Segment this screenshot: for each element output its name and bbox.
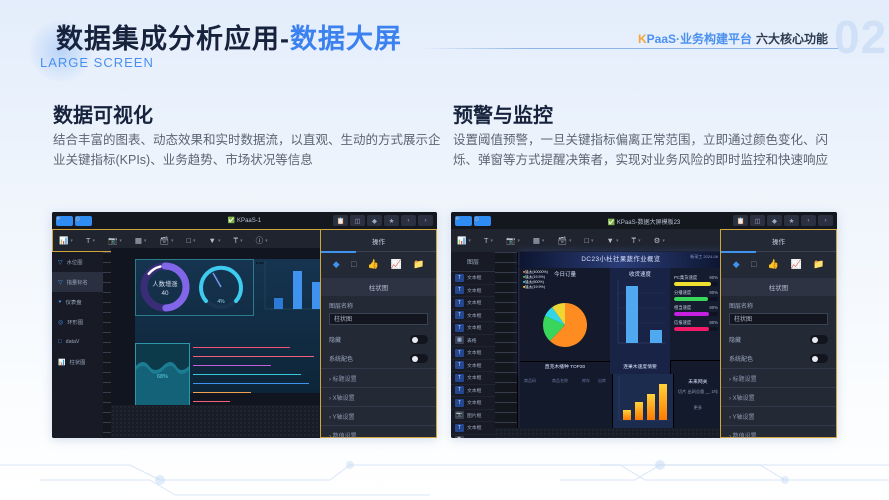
svg-text:5,000,000: 5,000,000	[256, 261, 264, 265]
svg-text:40: 40	[161, 290, 169, 297]
svg-text:4%: 4%	[217, 299, 225, 305]
svg-text:人数增涨: 人数增涨	[152, 279, 178, 288]
